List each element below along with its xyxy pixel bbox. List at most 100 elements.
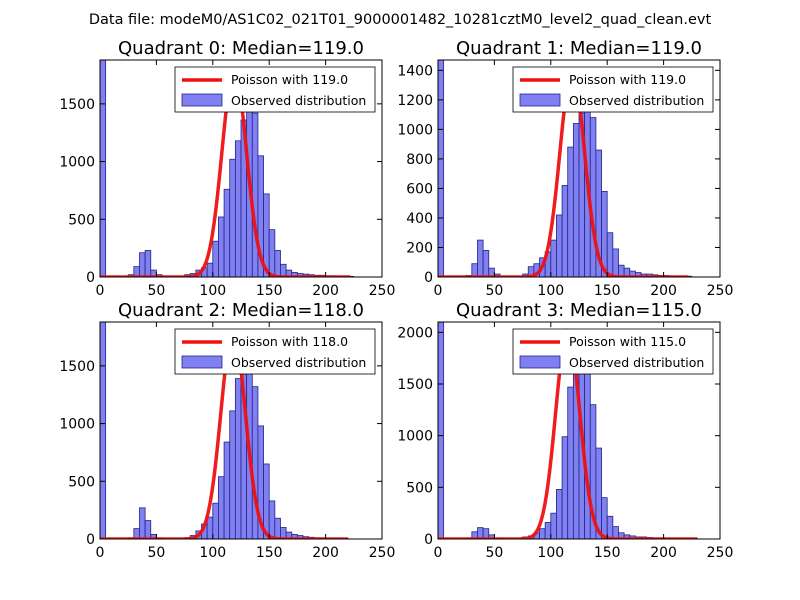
y-tick-label: 1200 — [397, 93, 433, 109]
y-tick-label: 0 — [424, 270, 433, 286]
legend-bar-swatch — [181, 93, 223, 107]
y-tick-label: 400 — [406, 211, 433, 227]
y-tick-label: 0 — [86, 532, 95, 548]
y-tick-label: 500 — [68, 212, 95, 228]
poisson-curve — [100, 329, 349, 539]
axes-frame — [99, 321, 383, 540]
histogram-bar — [471, 263, 478, 277]
histogram-bar — [218, 476, 225, 539]
x-tick-label: 250 — [707, 545, 734, 561]
y-tick-label: 200 — [406, 240, 433, 256]
histogram-bar — [274, 517, 281, 539]
histogram-bar — [606, 232, 614, 277]
histogram-bar — [556, 214, 563, 277]
y-tick-label: 0 — [424, 532, 433, 548]
y-tick-label: 1000 — [59, 155, 95, 171]
legend-label-observed: Observed distribution — [231, 93, 366, 108]
histogram-bar — [100, 60, 107, 277]
histogram-bar — [550, 239, 557, 277]
histogram-bar — [561, 185, 569, 277]
histogram-bar — [229, 410, 236, 539]
histogram-bar — [223, 188, 231, 277]
axes-frame — [437, 59, 721, 278]
x-tick-label: 200 — [650, 545, 677, 561]
x-tick-label: 150 — [256, 283, 283, 299]
histogram-bar — [561, 436, 569, 539]
x-tick-label: 50 — [485, 283, 503, 299]
quadrant-3-chart: 0 50 100 150 200 250 0 500 1000 1500 2000 Quadrant … — [397, 300, 733, 561]
histogram-bar — [589, 117, 597, 277]
y-tick-label: 0 — [86, 270, 95, 286]
legend-label-observed: Observed distribution — [231, 355, 366, 370]
histogram-bar — [612, 248, 619, 277]
y-tick-label: 1000 — [59, 417, 95, 433]
plot-area — [100, 60, 355, 277]
y-tick-label: 1400 — [397, 63, 433, 79]
quadrant-1-chart: 0 50 100 150 200 250 0 200 400 600 800 1000 1200 1400… — [397, 38, 733, 299]
quadrant-2-chart: 0 50 100 150 200 250 0 500 1000 1500 Quadrant 2: M… — [59, 300, 395, 561]
histogram-bar — [550, 512, 557, 539]
quadrant-0-chart: 0 50 100 150 200 250 0 500 1000 1500 Quadrant 0: M… — [59, 38, 395, 299]
legend-label-observed: Observed distribution — [569, 355, 704, 370]
x-tick-label: 50 — [147, 283, 165, 299]
y-tick-label: 500 — [406, 480, 433, 496]
x-tick-label: 200 — [650, 283, 677, 299]
histogram-bar — [539, 528, 546, 539]
histogram-bar — [477, 239, 484, 277]
histogram-bar — [251, 112, 259, 277]
histogram-bar — [144, 520, 152, 539]
histogram-bar — [251, 386, 259, 539]
x-tick-label: 150 — [594, 283, 621, 299]
y-tick-label: 600 — [406, 181, 433, 197]
subplot-title: Quadrant 0: Median=119.0 — [118, 38, 364, 59]
histogram-bar — [268, 500, 276, 539]
x-tick-label: 0 — [96, 545, 105, 561]
histogram-bar — [218, 216, 225, 277]
histogram-bar — [212, 240, 219, 277]
x-tick-label: 200 — [312, 545, 339, 561]
histogram-bar — [567, 146, 574, 277]
figure-title: Data file: modeM0/AS1C02_021T01_90000014… — [89, 12, 712, 28]
legend-label-poisson: Poisson with 119.0 — [231, 72, 348, 87]
histogram-bar — [206, 262, 214, 277]
axes-frame — [99, 59, 383, 278]
histogram-bar — [100, 322, 107, 539]
y-tick-label: 1000 — [397, 429, 433, 445]
legend: Poisson with 118.0 Observed distribution — [174, 328, 376, 375]
subplot-title: Quadrant 2: Median=118.0 — [118, 300, 364, 321]
histogram-bar — [206, 516, 214, 539]
y-tick-label: 500 — [68, 474, 95, 490]
legend: Poisson with 119.0 Observed distribution — [174, 66, 376, 113]
x-tick-label: 50 — [147, 545, 165, 561]
histogram-bar — [601, 497, 608, 539]
x-tick-label: 250 — [369, 283, 396, 299]
x-tick-label: 150 — [256, 545, 283, 561]
legend-label-poisson: Poisson with 118.0 — [231, 334, 348, 349]
x-tick-label: 250 — [707, 283, 734, 299]
histogram-bar — [572, 123, 580, 277]
axes-frame — [437, 321, 721, 540]
histogram-bar — [139, 252, 146, 277]
histogram-bar — [595, 447, 602, 539]
x-tick-label: 200 — [312, 283, 339, 299]
x-tick-label: 100 — [199, 545, 226, 561]
histogram-bar — [567, 386, 574, 539]
histogram-bar — [144, 250, 152, 277]
histogram-bar — [234, 378, 242, 539]
legend-bar-swatch — [181, 355, 223, 369]
x-tick-label: 0 — [434, 545, 443, 561]
x-tick-label: 150 — [594, 545, 621, 561]
histogram-bar — [482, 528, 490, 539]
histogram-bar — [544, 522, 552, 539]
x-tick-label: 100 — [537, 545, 564, 561]
x-tick-label: 100 — [537, 283, 564, 299]
y-tick-label: 1500 — [59, 97, 95, 113]
histogram-bar — [268, 229, 276, 277]
y-tick-label: 800 — [406, 152, 433, 168]
histogram-bar — [438, 322, 445, 539]
legend-label-poisson: Poisson with 119.0 — [569, 72, 686, 87]
histogram-bar — [223, 441, 231, 539]
poisson-curve — [100, 68, 351, 277]
